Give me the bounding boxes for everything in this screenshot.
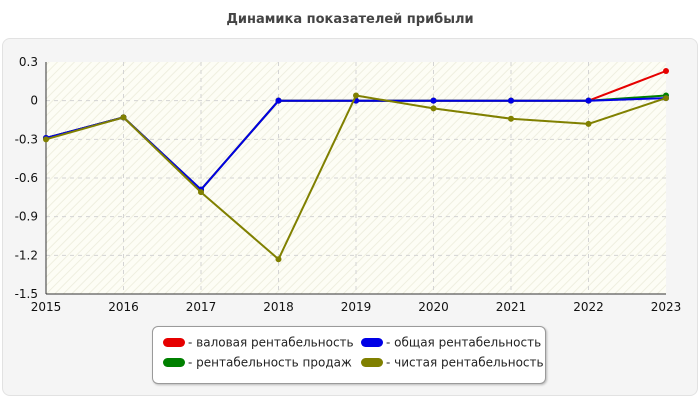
data-point [663, 68, 669, 75]
data-point [430, 105, 437, 112]
y-tick-label: -0.3 [15, 132, 38, 146]
legend-swatch [163, 358, 185, 367]
data-point [508, 97, 514, 104]
legend-label: - валовая рентабельность [188, 335, 354, 350]
x-tick-label: 2018 [263, 300, 294, 314]
axes [45, 62, 666, 295]
x-tick-label: 2019 [341, 300, 372, 314]
legend-item: - рентабельность продаж [163, 355, 352, 370]
legend-swatch [163, 338, 185, 347]
data-point [198, 189, 204, 196]
legend-item: - общая рентабельность [361, 335, 541, 350]
legend-swatch [361, 358, 383, 367]
x-tick-label: 2015 [31, 300, 62, 314]
data-point [275, 256, 282, 263]
legend-swatch [361, 338, 383, 347]
x-tick-label: 2017 [186, 300, 217, 314]
y-tick-label: -0.9 [15, 210, 38, 224]
data-point [43, 136, 49, 143]
x-tick-label: 2016 [108, 300, 139, 314]
legend-label: - рентабельность продаж [188, 355, 352, 370]
legend-label: - чистая рентабельность [386, 355, 544, 370]
legend-item: - чистая рентабельность [361, 355, 544, 370]
series-lines [43, 68, 669, 263]
y-tick-label: -1.2 [15, 248, 38, 262]
y-tick-label: -1.5 [15, 287, 38, 301]
x-tick-label: 2022 [573, 300, 604, 314]
data-point [585, 120, 592, 127]
data-point [275, 97, 282, 104]
data-point [585, 97, 592, 104]
legend-label: - общая рентабельность [386, 335, 542, 350]
data-point [353, 92, 359, 99]
x-tick-label: 2020 [418, 300, 449, 314]
legend: - валовая рентабельность - рентабельность… [152, 326, 546, 384]
series-4 [43, 92, 669, 263]
chart-title: Динамика показателей прибыли [226, 12, 474, 27]
legend-item: - валовая рентабельность [163, 335, 354, 350]
x-tick-label: 2021 [496, 300, 527, 314]
y-tick-label: 0.3 [19, 55, 38, 69]
data-point [508, 115, 514, 122]
data-point [120, 114, 127, 121]
x-tick-label: 2023 [651, 300, 682, 314]
data-point [430, 97, 437, 104]
grid-lines [46, 62, 666, 294]
y-tick-label: 0 [30, 94, 38, 108]
y-tick-label: -0.6 [15, 171, 38, 185]
data-point [663, 95, 669, 102]
